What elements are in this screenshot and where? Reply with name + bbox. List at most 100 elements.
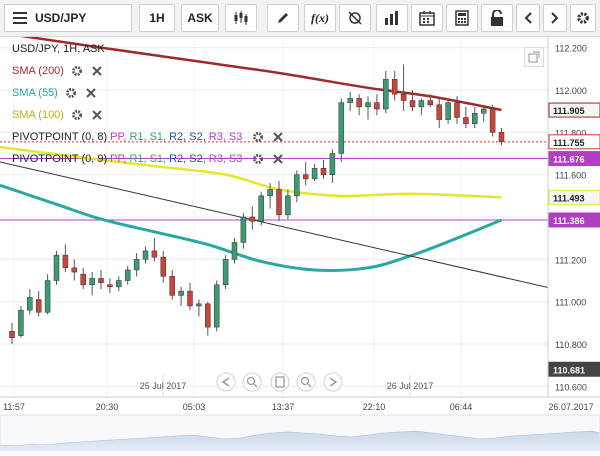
legend-pivot-2: PIVOTPOINT (0, 9) PP, R1, S1, R2, S2, R3… — [12, 150, 285, 168]
legend-sma200: SMA (200) — [12, 62, 104, 80]
price-chart[interactable]: 25 Jul 2017 26 Jul 2017 112.200 112.000 111… — [0, 37, 600, 452]
x-tick-label: 22:10 — [363, 402, 386, 412]
scroll-left-icon[interactable] — [216, 372, 236, 392]
settings-button[interactable] — [570, 4, 596, 32]
price-tag — [548, 361, 600, 377]
timeframe-button[interactable]: 1H — [139, 4, 175, 32]
candle-up — [329, 153, 336, 175]
pivot-pp: PP, — [110, 131, 127, 143]
candle-up — [418, 100, 425, 108]
scroll-right-icon[interactable] — [323, 372, 343, 392]
navigator[interactable] — [0, 414, 600, 452]
calendar-button[interactable] — [411, 4, 443, 32]
candle-up — [311, 168, 318, 180]
indicators-button[interactable]: f(x) — [304, 4, 336, 32]
candle-up — [116, 280, 122, 288]
calculator-button[interactable] — [446, 4, 478, 32]
candle-up — [285, 195, 291, 216]
pencil-icon — [278, 13, 288, 23]
pivot1-label: PIVOTPOINT (0, 8) — [12, 131, 108, 143]
candle-down — [160, 256, 167, 277]
magnifier-handle — [307, 383, 312, 388]
candle-up — [27, 297, 33, 311]
scroll-right-button[interactable] — [543, 4, 567, 32]
sma55-label: SMA (55) — [12, 87, 58, 99]
legend-sma55: SMA (55) — [12, 84, 98, 102]
close-icon[interactable] — [271, 152, 285, 166]
gear-icon — [577, 12, 589, 24]
price-tag-label: 111.905 — [553, 106, 585, 116]
pivot-s2: S2, — [189, 131, 206, 143]
gear-icon[interactable] — [251, 130, 265, 144]
symbol-selector[interactable]: USD/JPY — [4, 4, 132, 32]
volume-button[interactable] — [376, 4, 408, 32]
candle-down — [320, 168, 327, 175]
price-tag-label: 111.386 — [553, 216, 585, 226]
candle-down — [489, 108, 496, 133]
crosshair-button[interactable] — [339, 4, 371, 32]
pivot-r3: R3, — [208, 131, 226, 143]
legend-header: USD/JPY, 1H, ASK — [12, 43, 105, 55]
menu-icon[interactable] — [5, 12, 35, 24]
legend-pivot-1: PIVOTPOINT (0, 8) PP, R1, S1, R2, S2, R3… — [12, 128, 285, 146]
close-icon[interactable] — [90, 108, 104, 122]
gear-icon[interactable] — [64, 86, 78, 100]
price-type-button[interactable]: ASK — [181, 4, 219, 32]
pivot-s3: S3 — [228, 153, 243, 165]
candle-down — [151, 250, 158, 258]
candle-down — [302, 174, 309, 180]
chart-type-button[interactable] — [225, 4, 257, 32]
x-tick-label: 05:03 — [183, 402, 206, 412]
candle-down — [249, 216, 256, 222]
date-marker-label: 26 Jul 2017 — [387, 381, 434, 391]
y-axis: 112.200112.000111.800111.600111.400111.2… — [547, 37, 600, 397]
candle-up — [338, 102, 345, 154]
candle-down — [374, 102, 380, 110]
gear-icon[interactable] — [251, 152, 265, 166]
zoom-controls[interactable] — [216, 372, 343, 392]
bar-chart-icon — [385, 11, 398, 25]
pivot-s1: S1, — [149, 153, 167, 165]
candle-up — [213, 284, 220, 328]
candle-down — [391, 79, 398, 95]
pivot-pp: PP, — [110, 153, 127, 165]
pivot-r2: R2, — [169, 153, 187, 165]
zoom-out-icon[interactable] — [242, 372, 262, 392]
magnifier-icon — [246, 376, 256, 386]
candle-up — [258, 195, 264, 222]
magnifier-icon — [300, 376, 310, 386]
price-tag-label: 111.676 — [553, 155, 585, 165]
navigator-series[interactable] — [0, 430, 600, 452]
x-tick-label: 20:30 — [96, 402, 119, 412]
close-icon[interactable] — [84, 86, 98, 100]
candle-down — [62, 254, 69, 269]
candle-up — [294, 174, 300, 197]
x-tick-label: 26.07.2017 — [548, 402, 593, 412]
grid — [0, 37, 548, 397]
gear-icon[interactable] — [70, 108, 84, 122]
candle-up — [142, 250, 149, 260]
close-icon[interactable] — [90, 64, 104, 78]
close-icon[interactable] — [271, 130, 285, 144]
gear-icon[interactable] — [70, 64, 84, 78]
candle-up — [231, 242, 238, 260]
y-tick-label: 112.200 — [555, 44, 587, 54]
sma55-line — [0, 183, 503, 272]
candle-down — [71, 267, 78, 273]
zoom-in-icon[interactable] — [296, 372, 316, 392]
lock-button[interactable] — [481, 4, 513, 32]
candle-down — [454, 102, 460, 118]
indicator-lines — [0, 37, 548, 289]
reset-zoom-icon[interactable] — [270, 372, 290, 392]
scroll-left-button[interactable] — [516, 4, 540, 32]
popout-icon[interactable] — [524, 47, 544, 67]
price-tag — [548, 212, 600, 228]
candle-down — [436, 104, 442, 120]
trendline — [0, 161, 548, 289]
candle-down — [98, 278, 104, 283]
draw-tool-button[interactable] — [267, 4, 299, 32]
chart-area[interactable]: 25 Jul 2017 26 Jul 2017 112.200 112.000 111… — [0, 37, 600, 452]
pivot-s3: S3 — [228, 131, 243, 143]
candle-down — [9, 331, 15, 338]
y-tick-label: 111.600 — [555, 171, 586, 181]
